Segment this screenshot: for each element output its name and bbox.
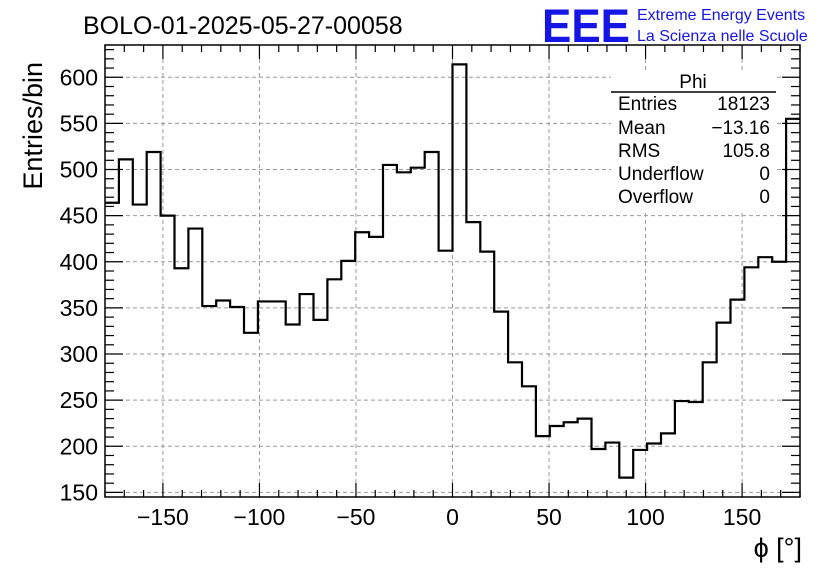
histogram-bin xyxy=(105,203,119,497)
histogram-bars xyxy=(105,63,800,497)
histogram-bin xyxy=(731,300,745,497)
y-tick-label: 300 xyxy=(60,341,98,367)
stats-title: Phi xyxy=(679,72,706,93)
histogram-bin xyxy=(703,362,717,497)
x-tick-label: 100 xyxy=(626,504,664,530)
histogram-bin xyxy=(383,165,397,497)
y-tick-label: 450 xyxy=(60,203,98,229)
x-tick-labels: −150 −100 −50 0 50 100 150 xyxy=(137,504,761,530)
histogram-bin xyxy=(439,251,453,497)
histogram-bin xyxy=(327,279,341,497)
histogram-bin xyxy=(564,422,578,497)
y-tick-label: 600 xyxy=(60,64,98,90)
histogram-bin xyxy=(661,433,675,497)
histogram-bin xyxy=(286,325,300,497)
histogram-bin xyxy=(230,307,244,497)
histogram-bin xyxy=(300,294,314,497)
histogram-bin xyxy=(272,301,286,497)
x-tick-label: 50 xyxy=(536,504,562,530)
y-tick-label: 550 xyxy=(60,110,98,136)
stats-value-underflow: 0 xyxy=(759,164,770,185)
histogram-outline xyxy=(105,63,800,479)
stats-label-underflow: Underflow xyxy=(618,164,704,185)
x-axis-title: ϕ [°] xyxy=(754,533,802,563)
histogram-bin xyxy=(341,261,355,497)
y-tick-label: 350 xyxy=(60,295,98,321)
y-tick-label: 250 xyxy=(60,387,98,413)
histogram-bin xyxy=(522,386,536,497)
stats-box: Phi Entries 18123 Mean −13.16 RMS 105.8 … xyxy=(611,72,776,212)
y-tick-label: 500 xyxy=(60,157,98,183)
histogram-bin xyxy=(494,312,508,497)
stats-label-overflow: Overflow xyxy=(618,187,693,208)
histogram-bin xyxy=(605,443,619,497)
y-tick-labels: 150 200 250 300 350 400 450 500 550 600 xyxy=(60,64,98,505)
histogram-bin xyxy=(578,419,592,497)
histogram-bin xyxy=(466,222,480,497)
histogram-bin xyxy=(314,320,328,497)
histogram-bin xyxy=(744,267,758,497)
histogram-bin xyxy=(772,262,786,497)
histogram-bin xyxy=(397,172,411,497)
stats-label-entries: Entries xyxy=(618,94,677,115)
stats-box-background xyxy=(611,72,776,212)
brand-line-1: Extreme Energy Events xyxy=(637,7,805,24)
histogram-bin xyxy=(147,152,161,497)
histogram-bin xyxy=(453,64,467,497)
eee-logo: EEE xyxy=(542,0,630,52)
stats-label-mean: Mean xyxy=(618,118,666,139)
y-tick-label: 150 xyxy=(60,479,98,505)
histogram-bin xyxy=(425,152,439,497)
x-tick-label: 150 xyxy=(723,504,761,530)
chart-title: BOLO-01-2025-05-27-00058 xyxy=(83,12,403,40)
histogram-bin xyxy=(480,252,494,497)
histogram-bin xyxy=(133,205,147,497)
y-tick-label: 200 xyxy=(60,433,98,459)
stats-label-rms: RMS xyxy=(618,141,660,162)
x-tick-label: −100 xyxy=(234,504,286,530)
x-tick-label: 0 xyxy=(446,504,459,530)
histogram-bin xyxy=(592,449,606,497)
histogram-bin xyxy=(689,402,703,497)
stats-value-mean: −13.16 xyxy=(711,118,770,139)
histogram-bin xyxy=(550,426,564,497)
histogram-bin xyxy=(244,333,258,497)
histogram-bin xyxy=(369,237,383,497)
stats-value-overflow: 0 xyxy=(759,187,770,208)
histogram-bin xyxy=(216,301,230,497)
x-tick-label: −150 xyxy=(137,504,189,530)
histogram-bin xyxy=(161,216,175,497)
histogram-bin xyxy=(258,301,272,497)
axis-ticks xyxy=(104,45,801,497)
stats-value-entries: 18123 xyxy=(717,94,770,115)
histogram-bin xyxy=(355,232,369,497)
histogram-bin xyxy=(175,268,189,497)
histogram-bin xyxy=(675,401,689,497)
histogram-bin xyxy=(508,362,522,497)
histogram-bin xyxy=(647,443,661,497)
histogram-bin xyxy=(188,229,202,497)
histogram-bin xyxy=(202,306,216,497)
histogram-bin xyxy=(717,323,731,497)
plot-frame xyxy=(104,44,801,498)
histogram-bin xyxy=(758,257,772,497)
x-tick-label: −50 xyxy=(336,504,375,530)
brand-line-2: La Scienza nelle Scuole xyxy=(637,28,808,45)
histogram-bin xyxy=(536,436,550,497)
y-axis-title: Entries/bin xyxy=(18,62,48,190)
stats-value-rms: 105.8 xyxy=(722,141,770,162)
histogram-bin xyxy=(411,168,425,497)
y-tick-label: 400 xyxy=(60,249,98,275)
